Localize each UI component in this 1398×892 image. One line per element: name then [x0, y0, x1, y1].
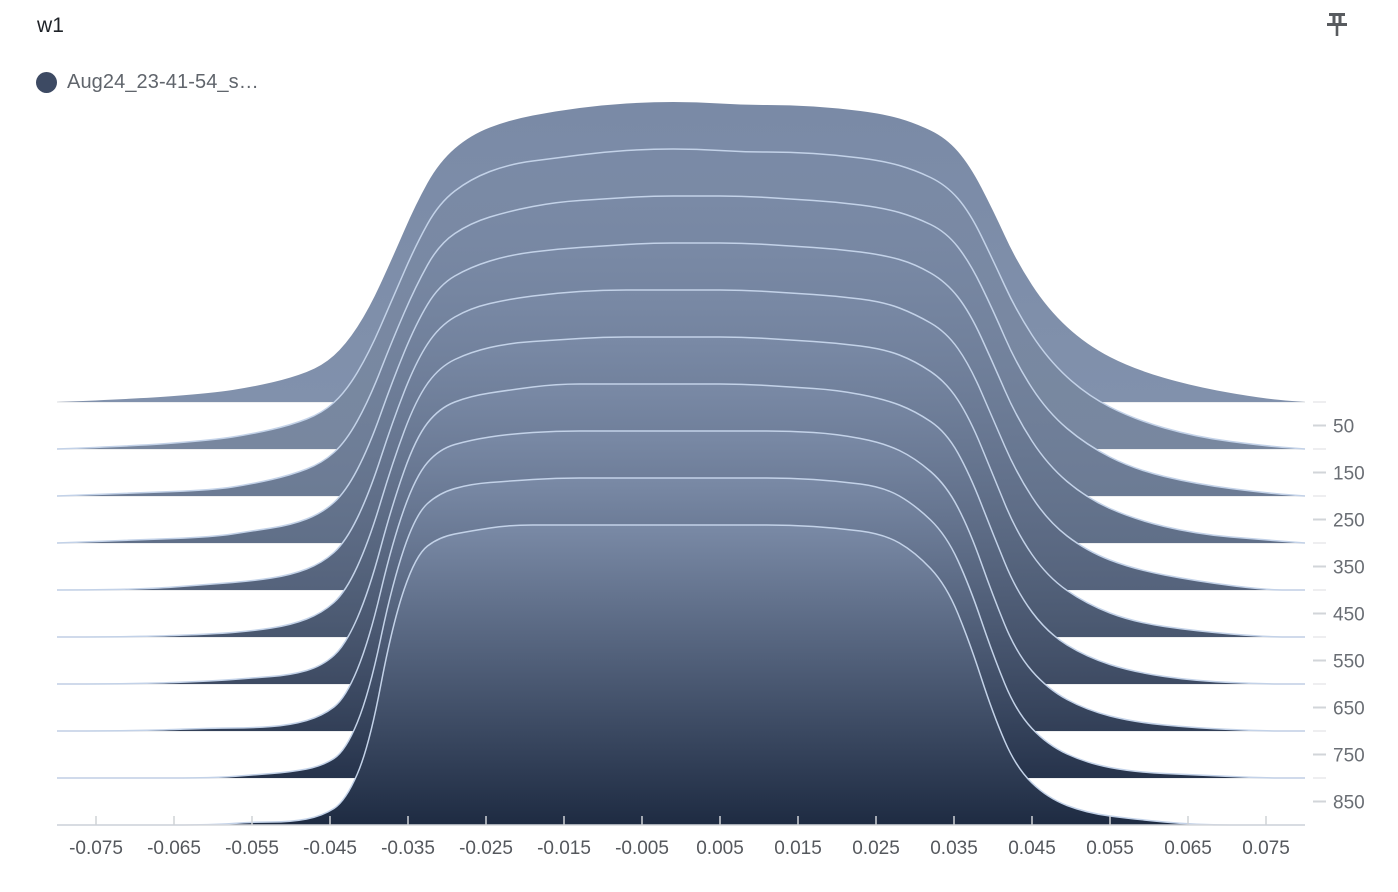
y-tick-label: 350	[1333, 558, 1365, 579]
ridge-outline	[57, 524, 1305, 826]
x-axis: -0.075 -0.065 -0.055 -0.045 -0.035 -0.025 -0.0…	[57, 816, 1305, 859]
x-tick-label: 0.025	[852, 838, 900, 859]
page-title: w1	[37, 14, 65, 37]
ridge-outline	[56, 430, 1305, 732]
ridge-outline	[56, 336, 1305, 638]
x-tick-label: -0.045	[303, 838, 357, 859]
legend-item-label: Aug24_23-41-54_s…	[67, 71, 259, 93]
x-tick-label: -0.005	[615, 838, 669, 859]
y-tick-label: 750	[1333, 746, 1365, 767]
pin-icon[interactable]	[1320, 8, 1354, 42]
x-tick-label: -0.025	[459, 838, 513, 859]
x-tick-label: 0.055	[1086, 838, 1134, 859]
y-axis: 50 150 250 350 450 550 650 750 850	[1313, 401, 1365, 814]
x-tick-label: -0.055	[225, 838, 279, 859]
x-tick-label: -0.035	[381, 838, 435, 859]
ridge-outline	[56, 195, 1306, 497]
y-tick-label: 250	[1333, 511, 1365, 532]
x-tick-label: -0.075	[69, 838, 123, 859]
ridge-outline	[56, 148, 1306, 450]
y-tick-label: 450	[1333, 605, 1365, 626]
chart-legend[interactable]: Aug24_23-41-54_s…	[36, 66, 259, 98]
y-tick-label: 550	[1333, 652, 1365, 673]
ridge-outline	[56, 289, 1305, 591]
x-tick-label: 0.075	[1242, 838, 1290, 859]
y-tick-label: 50	[1333, 417, 1354, 438]
x-tick-label: 0.035	[930, 838, 978, 859]
ridge-outline	[57, 477, 1305, 779]
x-tick-label: 0.005	[696, 838, 744, 859]
y-tick-label: 650	[1333, 699, 1365, 720]
x-tick-label: 0.065	[1164, 838, 1212, 859]
x-tick-label: -0.015	[537, 838, 591, 859]
x-tick-label: 0.045	[1008, 838, 1056, 859]
x-tick-label: 0.015	[774, 838, 822, 859]
x-tick-label: -0.065	[147, 838, 201, 859]
ridge-outline	[56, 383, 1305, 685]
ridge-area[interactable]	[57, 525, 1305, 825]
ridge-series-group	[56, 102, 1306, 826]
ridge-outline	[56, 242, 1306, 544]
legend-dot-icon	[36, 71, 57, 93]
y-tick-label: 150	[1333, 464, 1365, 485]
y-tick-label: 850	[1333, 793, 1365, 814]
